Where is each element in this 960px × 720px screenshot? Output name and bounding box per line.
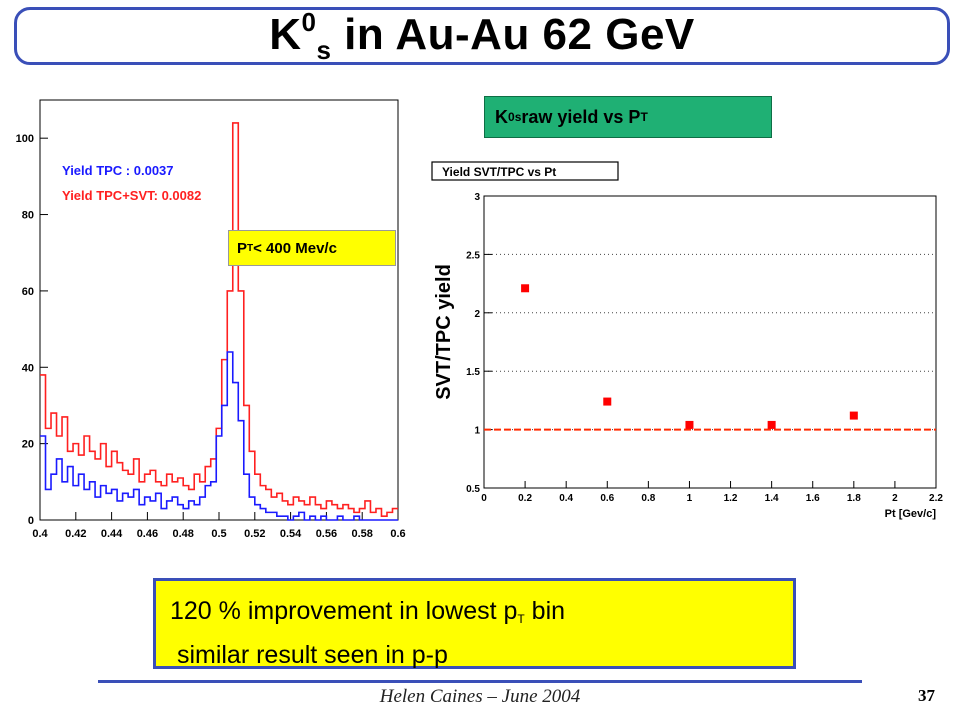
y-tick-label: 80 — [22, 210, 34, 222]
legend-tpc-svt: Yield TPC+SVT: 0.0082 — [62, 188, 201, 203]
conclusion-line-2: similar result seen in p-p — [170, 641, 448, 669]
x-tick-label: 1.4 — [765, 493, 779, 504]
hist-plot-frame — [39, 99, 399, 521]
y-tick-label: 1.5 — [466, 367, 480, 378]
ratio-chart-title-box — [431, 161, 619, 181]
x-tick-label: 1.6 — [806, 493, 820, 504]
y-tick-label: 60 — [22, 286, 34, 298]
series-tpc-svt-line — [40, 122, 398, 517]
x-tick-label: 0.46 — [137, 528, 158, 540]
y-tick-label: 3 — [474, 192, 480, 203]
data-point — [685, 420, 694, 429]
x-tick-label: 0.6 — [600, 493, 614, 504]
x-tick-label: 0.44 — [101, 528, 123, 540]
y-tick-label: 100 — [16, 133, 34, 145]
x-tick-label: 0.52 — [244, 528, 265, 540]
x-tick-label: 0.4 — [32, 528, 48, 540]
x-tick-label: 0.58 — [351, 528, 372, 540]
x-tick-label: 0.6 — [390, 528, 405, 540]
mass-histogram-chart: 0.4 0.42 0.44 0.46 0.48 0.5 0.52 0.54 0.56 0.58 0.… — [16, 99, 406, 540]
x-tick-label: 0.54 — [280, 528, 302, 540]
y-tick-label: 2.5 — [466, 250, 480, 261]
page-number: 37 — [918, 686, 935, 705]
x-tick-label: 0.42 — [65, 528, 86, 540]
y-tick-label: 0.5 — [466, 484, 480, 495]
x-tick-label: 1 — [687, 493, 693, 504]
conclusion-box: 120 % improvement in lowest pT bin simil… — [153, 578, 796, 669]
x-tick-label: 0.56 — [316, 528, 337, 540]
x-tick-label: 0 — [481, 493, 487, 504]
y-axis-label: SVT/TPC yield — [433, 264, 455, 400]
y-tick-label: 40 — [22, 362, 34, 374]
legend-tpc: Yield TPC : 0.0037 — [62, 163, 174, 178]
x-tick-label: 0.4 — [559, 493, 573, 504]
data-point — [767, 420, 776, 429]
x-tick-label: 0.5 — [211, 528, 226, 540]
conclusion-line-1: 120 % improvement in lowest pT bin — [170, 597, 566, 626]
data-point — [849, 411, 858, 420]
x-axis-label: Pt [Gev/c] — [885, 508, 937, 520]
ratio-plot-frame — [483, 195, 937, 489]
y-tick-label: 1 — [474, 426, 480, 437]
y-tick-label: 0 — [28, 515, 34, 527]
ratio-chart-title: Yield SVT/TPC vs Pt — [442, 165, 556, 179]
x-tick-label: 0.48 — [172, 528, 193, 540]
x-tick-label: 1.2 — [724, 493, 738, 504]
x-tick-label: 2.2 — [929, 493, 943, 504]
series-tpc-line — [40, 351, 398, 521]
data-point — [603, 397, 612, 406]
y-tick-label: 20 — [22, 439, 34, 451]
slide-title-box: K0s in Au-Au 62 GeV — [14, 7, 950, 65]
footer-author-date: Helen Caines – June 2004 — [379, 686, 581, 707]
data-point — [521, 284, 530, 293]
slide-title: K0s in Au-Au 62 GeV — [269, 6, 695, 65]
x-tick-label: 0.2 — [518, 493, 532, 504]
y-tick-label: 2 — [474, 309, 480, 320]
x-tick-label: 2 — [892, 493, 898, 504]
x-tick-label: 1.8 — [847, 493, 861, 504]
yield-ratio-chart: Yield SVT/TPC vs Pt 0.5 1 1.5 2 2.5 3 0 0.2 0.4 0.… — [431, 161, 943, 520]
x-tick-label: 0.8 — [641, 493, 655, 504]
footer-divider — [98, 680, 862, 683]
